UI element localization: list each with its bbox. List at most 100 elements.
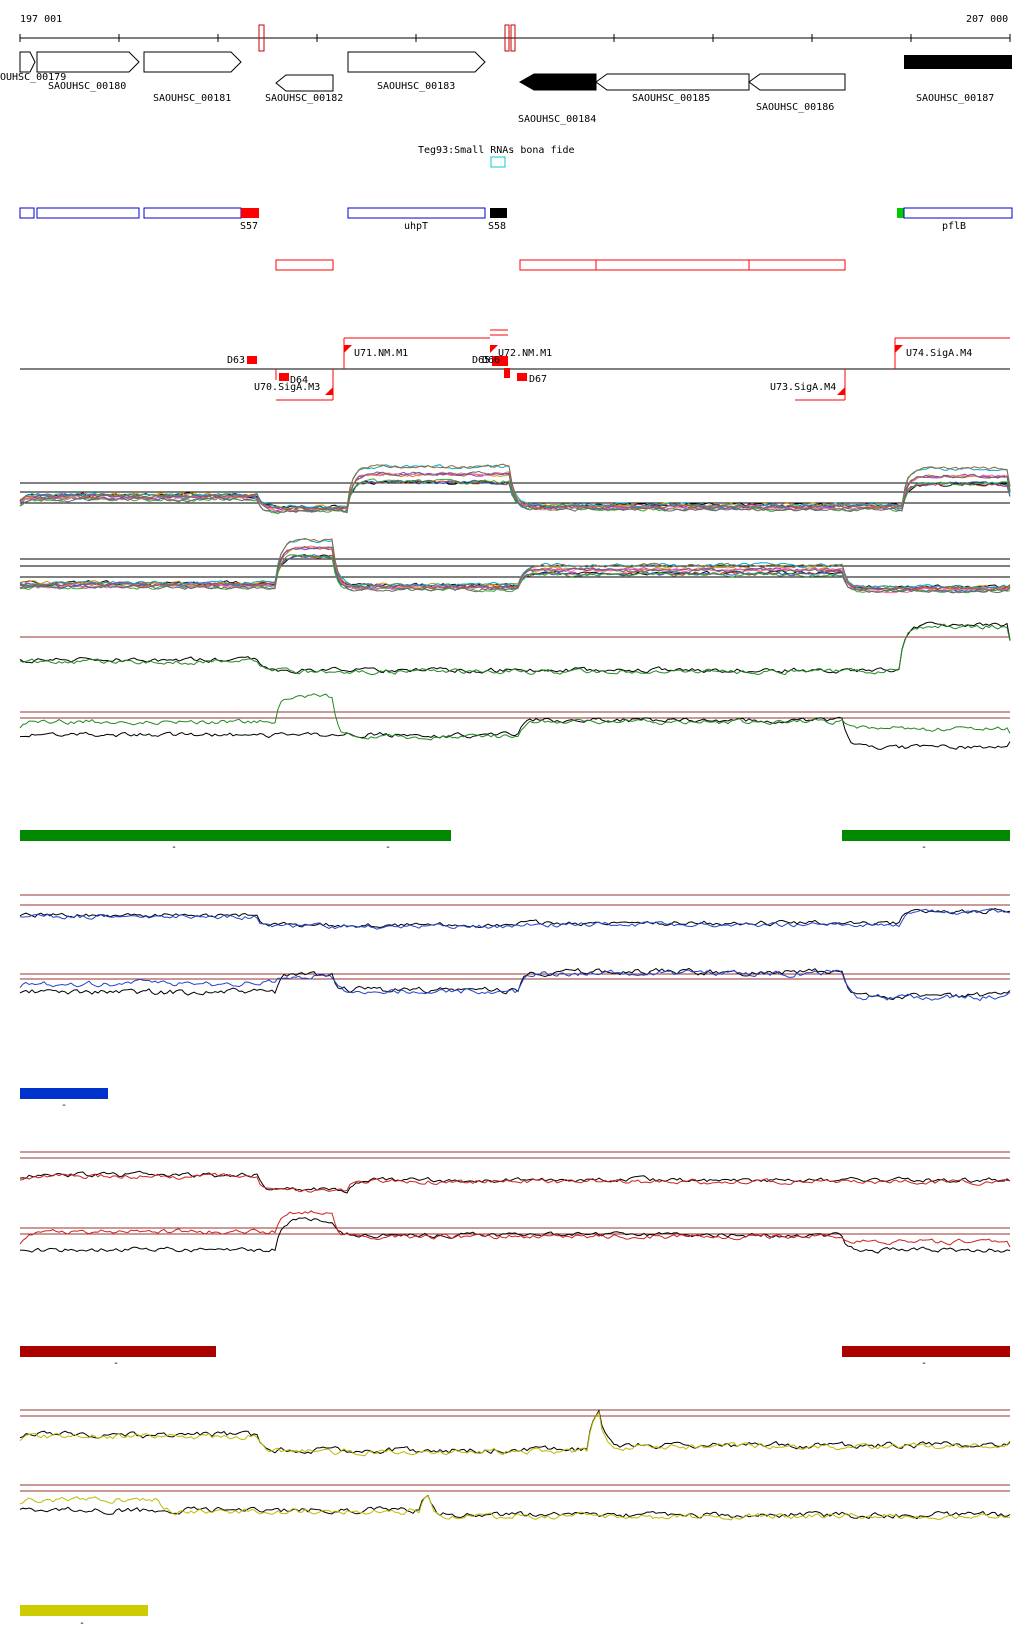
yellow-condition-bars: - [20,1605,148,1629]
gene-arrow[interactable] [275,74,334,92]
gene-block[interactable] [904,55,1012,69]
transcript-block[interactable] [504,368,510,378]
profile-trace [19,967,1011,1001]
transcript-block[interactable] [492,356,508,366]
annotation-uhpt[interactable] [347,207,486,219]
gene-label: SAOUHSC_00187 [916,93,994,104]
profile-trace [19,969,1011,1002]
transcript-box[interactable] [519,259,597,271]
condition-bar[interactable] [20,1605,148,1616]
profile-trace [19,538,1011,590]
red-condition-plus-panel [19,1151,1011,1194]
ruler-end-label: 207 000 [966,14,1008,25]
gene-arrow[interactable] [595,73,750,91]
transcript-block[interactable] [517,373,527,381]
annotation-box[interactable] [19,207,35,219]
transcript-block[interactable] [279,373,289,381]
green-condition-bars: - - - [20,830,1010,853]
red-condition-minus-panel [19,1210,1011,1254]
profile-trace [19,693,1011,741]
condition-bar[interactable] [20,830,451,841]
srna-track: Teg93:Small RNAs bona fide [418,145,575,168]
transcript-label: D67 [529,374,547,385]
condition-bar-label: - [171,842,177,853]
gene-label: SAOUHSC_00181 [153,93,231,104]
gene-arrow[interactable] [36,51,140,73]
ruler-marker [510,24,516,52]
multi-profile-plus-panel [19,463,1011,515]
red-condition-bars: - - [20,1346,1010,1369]
yellow-condition-minus-panel [19,1484,1011,1521]
annotation-green[interactable] [897,208,904,218]
profile-trace [19,464,1011,510]
condition-bar-label: - [921,842,927,853]
gene-arrow[interactable] [143,51,242,73]
profile-trace [19,1410,1011,1457]
transcript-label: U71.NM.M1 [354,348,408,359]
annotation-pflb[interactable] [903,207,1013,219]
profile-trace [19,1217,1011,1254]
condition-bar-label: - [79,1618,85,1629]
yellow-condition-plus-panel [19,1409,1011,1457]
annotation-box[interactable] [143,207,242,219]
transcript-track: D63 U71.NM.M1 D64 U70.SigA.M3 D65 D66 U7… [20,329,1010,401]
transcript-box[interactable] [595,259,750,271]
condition-bar-label: - [385,842,391,853]
gene-label: OUHSC_00179 [0,72,66,83]
condition-bar[interactable] [842,1346,1010,1357]
annotation-label: uhpT [404,221,428,232]
annotation-track: S57 uhpT S58 pflB [19,207,1013,232]
transcript-label: U72.NM.M1 [498,348,552,359]
gene-label: SAOUHSC_00184 [518,114,596,125]
condition-bar[interactable] [20,1088,108,1099]
green-condition-minus-panel [19,693,1011,750]
transcript-box-track [275,259,846,271]
gene-arrow[interactable] [19,51,36,73]
transcript-label: U73.SigA.M4 [770,382,836,393]
blue-condition-minus-panel [19,967,1011,1002]
condition-bar[interactable] [20,1346,216,1357]
annotation-label: S57 [240,221,258,232]
gene-label: SAOUHSC_00186 [756,102,834,113]
annotation-s58[interactable] [490,208,507,218]
gene-arrow[interactable] [518,73,597,91]
condition-bar[interactable] [842,830,1010,841]
transcript-label: D66 [482,355,500,366]
ruler-start-label: 197 001 [20,14,62,25]
gene-label: SAOUHSC_00185 [632,93,710,104]
annotation-s57[interactable] [241,208,259,218]
profile-trace [19,545,1011,594]
srna-track-title: Teg93:Small RNAs bona fide [418,145,575,156]
profile-trace [19,1170,1011,1194]
condition-bar-label: - [921,1358,927,1369]
gene-label: SAOUHSC_00183 [377,81,455,92]
gene-label: SAOUHSC_00182 [265,93,343,104]
profile-trace [19,716,1011,750]
transcript-box[interactable] [275,259,334,271]
transcript-label: U74.SigA.M4 [906,348,972,359]
ruler-marker [504,24,510,52]
multi-profile-minus-panel [19,537,1011,594]
annotation-label: S58 [488,221,506,232]
transcript-box[interactable] [748,259,846,271]
profile-trace [19,623,1011,676]
gene-track: OUHSC_00179 SAOUHSC_00180 SAOUHSC_00181 … [0,51,1012,125]
gene-arrow[interactable] [347,51,486,73]
gene-label: SAOUHSC_00180 [48,81,126,92]
profile-trace [19,1210,1011,1248]
transcript-block[interactable] [247,356,257,364]
annotation-box[interactable] [36,207,140,219]
gene-arrow[interactable] [748,73,846,91]
transcript-label: D65 [472,355,490,366]
transcript-label: U70.SigA.M3 [254,382,320,393]
green-condition-plus-panel [19,621,1011,676]
profile-trace [19,1409,1011,1455]
blue-condition-bars: - [20,1088,108,1111]
profile-trace [19,470,1011,514]
blue-condition-plus-panel [19,894,1011,930]
transcript-label: D64 [290,375,308,386]
transcript-label: D63 [227,355,245,366]
srna-feature[interactable] [490,156,506,168]
coordinate-ruler: 197 001 207 000 [19,14,1011,52]
